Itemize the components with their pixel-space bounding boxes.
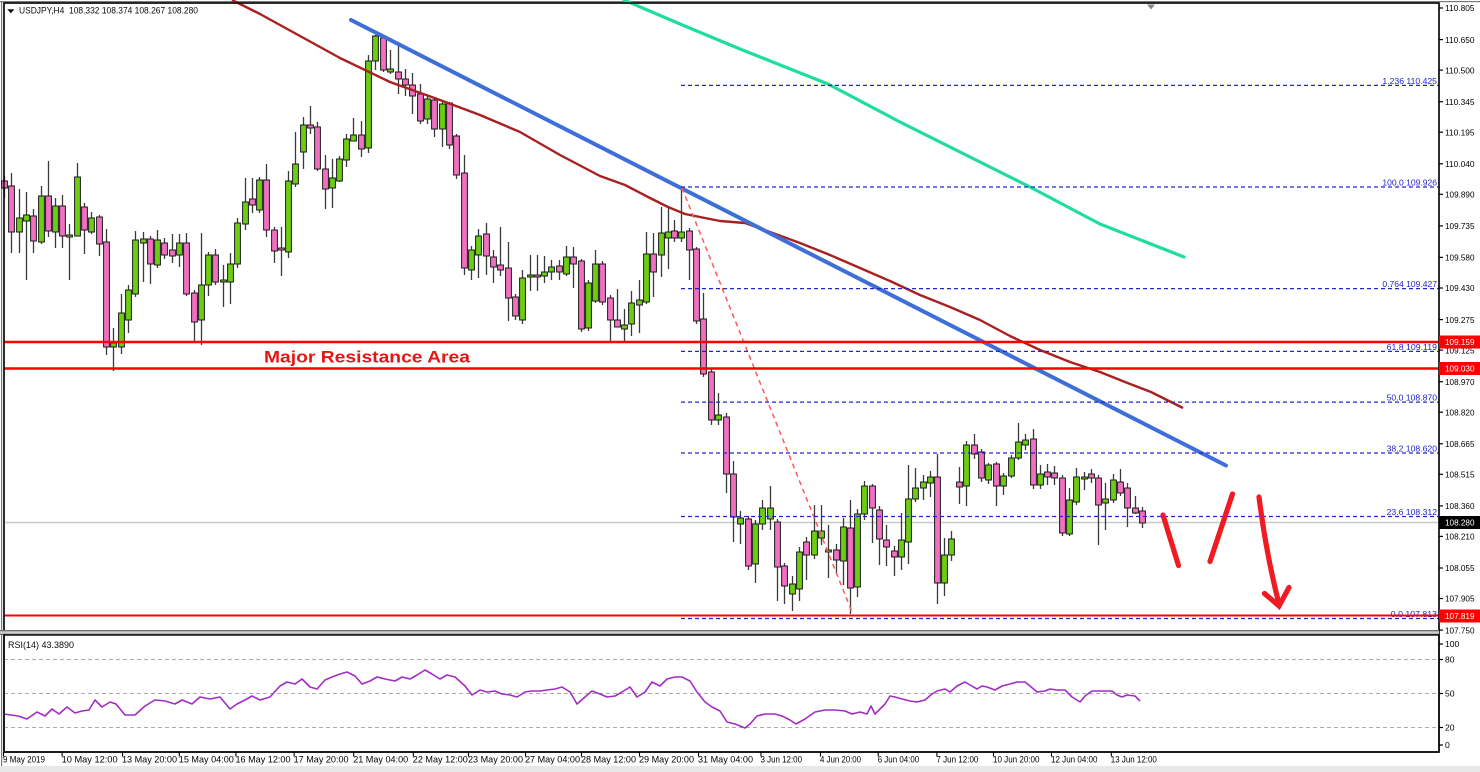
svg-text:50.0 108.870: 50.0 108.870 (1387, 393, 1438, 403)
svg-text:16 May 12:00: 16 May 12:00 (236, 755, 291, 765)
svg-text:0.764 109.427: 0.764 109.427 (1382, 279, 1437, 289)
svg-text:110.040: 110.040 (1445, 159, 1475, 169)
svg-text:22 May 12:00: 22 May 12:00 (413, 755, 468, 765)
svg-text:12 Jun 04:00: 12 Jun 04:00 (1051, 755, 1098, 765)
svg-text:80: 80 (1445, 655, 1455, 665)
svg-text:110.195: 110.195 (1445, 127, 1475, 137)
svg-text:100.0 109.926: 100.0 109.926 (1382, 178, 1437, 188)
svg-text:109.580: 109.580 (1445, 253, 1475, 263)
svg-text:100: 100 (1445, 639, 1460, 649)
svg-text:28 May 12:00: 28 May 12:00 (581, 755, 636, 765)
svg-text:107.905: 107.905 (1445, 594, 1475, 604)
svg-text:3 Jun 12:00: 3 Jun 12:00 (761, 755, 803, 765)
svg-text:15 May 04:00: 15 May 04:00 (179, 755, 234, 765)
svg-text:108.970: 108.970 (1445, 377, 1475, 387)
svg-text:0: 0 (1445, 740, 1450, 750)
svg-text:6 Jun 04:00: 6 Jun 04:00 (878, 755, 920, 765)
svg-text:13 Jun 12:00: 13 Jun 12:00 (1111, 755, 1157, 765)
svg-text:21 May 04:00: 21 May 04:00 (353, 755, 408, 765)
svg-text:109.275: 109.275 (1445, 315, 1475, 325)
svg-text:USDJPY,H4 108.332 108.374 108: USDJPY,H4 108.332 108.374 108.267 108.28… (19, 5, 198, 15)
svg-text:13 May 20:00: 13 May 20:00 (122, 755, 177, 765)
svg-text:50: 50 (1445, 689, 1455, 699)
svg-text:109.030: 109.030 (1445, 364, 1475, 374)
svg-text:109.890: 109.890 (1445, 190, 1475, 200)
svg-text:108.055: 108.055 (1445, 563, 1475, 573)
svg-text:23.6 108.312: 23.6 108.312 (1387, 507, 1438, 517)
svg-text:31 May 04:00: 31 May 04:00 (698, 755, 753, 765)
svg-text:108.820: 108.820 (1445, 407, 1475, 417)
svg-text:61.8 109.119: 61.8 109.119 (1387, 342, 1438, 352)
svg-text:7 Jun 12:00: 7 Jun 12:00 (936, 755, 978, 765)
svg-text:107.819: 107.819 (1445, 611, 1475, 621)
svg-text:107.750: 107.750 (1445, 625, 1475, 635)
svg-text:110.345: 110.345 (1445, 97, 1475, 107)
svg-text:Major Resistance Area: Major Resistance Area (264, 349, 471, 367)
svg-text:4 Jun 20:00: 4 Jun 20:00 (820, 755, 861, 765)
svg-text:108.360: 108.360 (1445, 501, 1475, 511)
svg-text:17 May 20:00: 17 May 20:00 (294, 755, 349, 765)
svg-text:108.280: 108.280 (1445, 518, 1475, 528)
svg-text:108.210: 108.210 (1445, 532, 1475, 542)
svg-text:9 May 2019: 9 May 2019 (3, 755, 45, 765)
svg-text:110.650: 110.650 (1445, 35, 1475, 45)
svg-text:110.805: 110.805 (1445, 3, 1475, 13)
svg-text:109.159: 109.159 (1445, 337, 1475, 347)
svg-text:0.0 107.813: 0.0 107.813 (1391, 609, 1438, 619)
svg-text:23 May 20:00: 23 May 20:00 (468, 755, 523, 765)
svg-text:108.515: 108.515 (1445, 470, 1475, 480)
svg-text:108.665: 108.665 (1445, 439, 1475, 449)
svg-text:20: 20 (1445, 723, 1455, 733)
svg-text:38.2 108.620: 38.2 108.620 (1387, 444, 1438, 454)
svg-text:RSI(14) 43.3890: RSI(14) 43.3890 (8, 640, 74, 650)
svg-text:110.500: 110.500 (1445, 65, 1475, 75)
svg-text:109.735: 109.735 (1445, 221, 1475, 231)
svg-text:10 Jun 20:00: 10 Jun 20:00 (993, 755, 1040, 765)
svg-text:27 May 04:00: 27 May 04:00 (525, 755, 580, 765)
svg-text:10 May 12:00: 10 May 12:00 (62, 755, 118, 765)
svg-text:109.430: 109.430 (1445, 283, 1475, 293)
svg-text:1.236 110.425: 1.236 110.425 (1382, 76, 1437, 86)
svg-text:29 May 20:00: 29 May 20:00 (639, 755, 694, 765)
svg-text:109.125: 109.125 (1445, 345, 1475, 355)
